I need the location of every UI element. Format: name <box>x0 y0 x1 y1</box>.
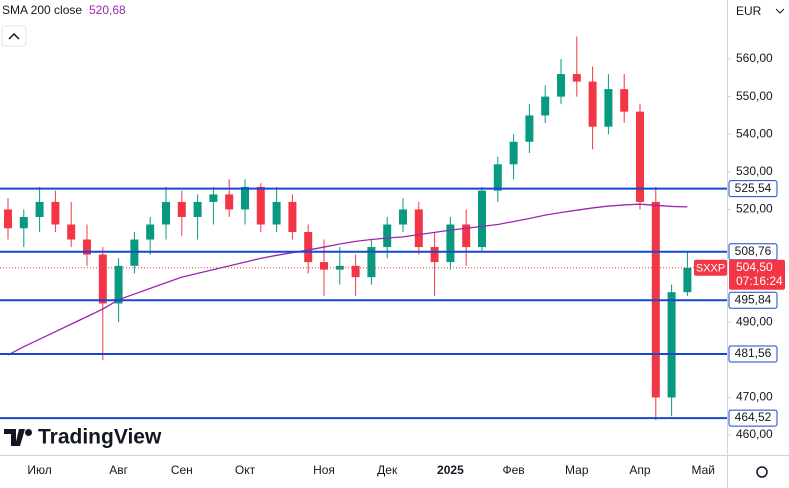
x-tick-label: Окт <box>235 463 256 477</box>
y-tick-label: 530,00 <box>736 164 773 178</box>
level-label-box <box>728 180 778 198</box>
candle-body <box>620 89 629 112</box>
candle-body <box>414 209 423 248</box>
candle-body <box>636 111 644 202</box>
candle-body <box>572 74 581 82</box>
candle-body <box>146 224 155 240</box>
x-tick-label: Июл <box>27 463 51 477</box>
candle-body <box>35 201 44 217</box>
logo: TradingView <box>4 426 162 449</box>
symbol-tag <box>694 259 727 276</box>
candle-body <box>541 96 550 116</box>
candle-body <box>462 224 471 248</box>
y-tick-label: 550,00 <box>736 89 773 103</box>
candle-body <box>493 164 502 191</box>
x-tick-label: Фев <box>503 463 525 477</box>
sma-line <box>7 203 688 356</box>
candle-body <box>51 201 60 225</box>
candle-body <box>114 265 123 304</box>
candle-body <box>193 201 202 217</box>
candle-body <box>478 190 486 248</box>
currency-dropdown <box>775 8 785 14</box>
collapse-icon <box>8 32 20 40</box>
x-tick-label: Мар <box>565 463 589 477</box>
candle-body <box>588 81 597 127</box>
candle-body <box>351 265 360 278</box>
level-label-box <box>728 291 778 309</box>
level-label: 508,76 <box>735 244 772 258</box>
countdown: 07:16:24 <box>736 274 783 288</box>
candle-body <box>177 201 186 217</box>
y-tick-label: 540,00 <box>736 126 773 140</box>
candle-body <box>525 115 534 142</box>
collapse-button[interactable] <box>1 25 27 47</box>
level-label-box <box>728 409 778 427</box>
x-tick-label: Авг <box>109 463 128 477</box>
candle-body <box>67 224 76 240</box>
level-label-box <box>728 243 778 261</box>
candle-body <box>509 141 518 165</box>
level-label: 495,84 <box>735 292 772 306</box>
candle-body <box>288 201 297 233</box>
candle-body <box>367 247 376 278</box>
candle-body <box>399 209 407 225</box>
candle-body <box>162 201 170 225</box>
brand: TradingView <box>38 426 162 449</box>
logo-mark <box>4 429 25 446</box>
logo-mark <box>25 429 32 436</box>
y-tick-label: 520,00 <box>736 202 773 216</box>
level-label: 464,52 <box>735 410 772 424</box>
y-tick-label: 560,00 <box>736 51 773 65</box>
x-tick-label: Сен <box>171 463 193 477</box>
candle-body <box>667 292 676 398</box>
x-tick-label: Май <box>691 463 715 477</box>
candle-body <box>446 224 455 263</box>
candle-body <box>304 232 313 263</box>
x-tick-label: 2025 <box>437 463 464 477</box>
indicator-value: 520,68 <box>89 3 126 17</box>
candle-body <box>19 216 28 229</box>
y-tick-label: 470,00 <box>736 390 773 404</box>
candle-body <box>4 209 12 229</box>
last-price-box <box>729 259 785 290</box>
candle-body <box>683 267 692 293</box>
x-tick-label: Апр <box>629 463 651 477</box>
candle-body <box>320 262 328 270</box>
candle-body <box>98 254 107 304</box>
candle-body <box>225 194 234 210</box>
candle-body <box>383 224 392 248</box>
y-tick-label: 460,00 <box>736 427 773 441</box>
candle-body <box>430 247 439 263</box>
candle-body <box>604 89 613 127</box>
candle-body <box>83 239 91 255</box>
currency[interactable]: EUR <box>736 4 762 18</box>
y-tick-label: 490,00 <box>736 314 773 328</box>
level-label: 481,56 <box>735 346 772 360</box>
level-label-box <box>728 345 778 363</box>
candle-body <box>209 194 218 202</box>
candle-body <box>241 186 249 210</box>
settings-button[interactable] <box>756 466 768 478</box>
level-label: 525,54 <box>735 181 772 195</box>
indicator-name: SMA 200 close <box>2 3 82 17</box>
candle-body <box>557 74 565 97</box>
x-tick-label: Ноя <box>313 463 335 477</box>
candle-body <box>272 201 281 225</box>
x-tick-label: Дек <box>377 463 398 477</box>
candle-body <box>256 186 265 225</box>
last-price-label: 504,50 <box>736 260 773 274</box>
symbol-label: SXXP <box>696 263 725 275</box>
